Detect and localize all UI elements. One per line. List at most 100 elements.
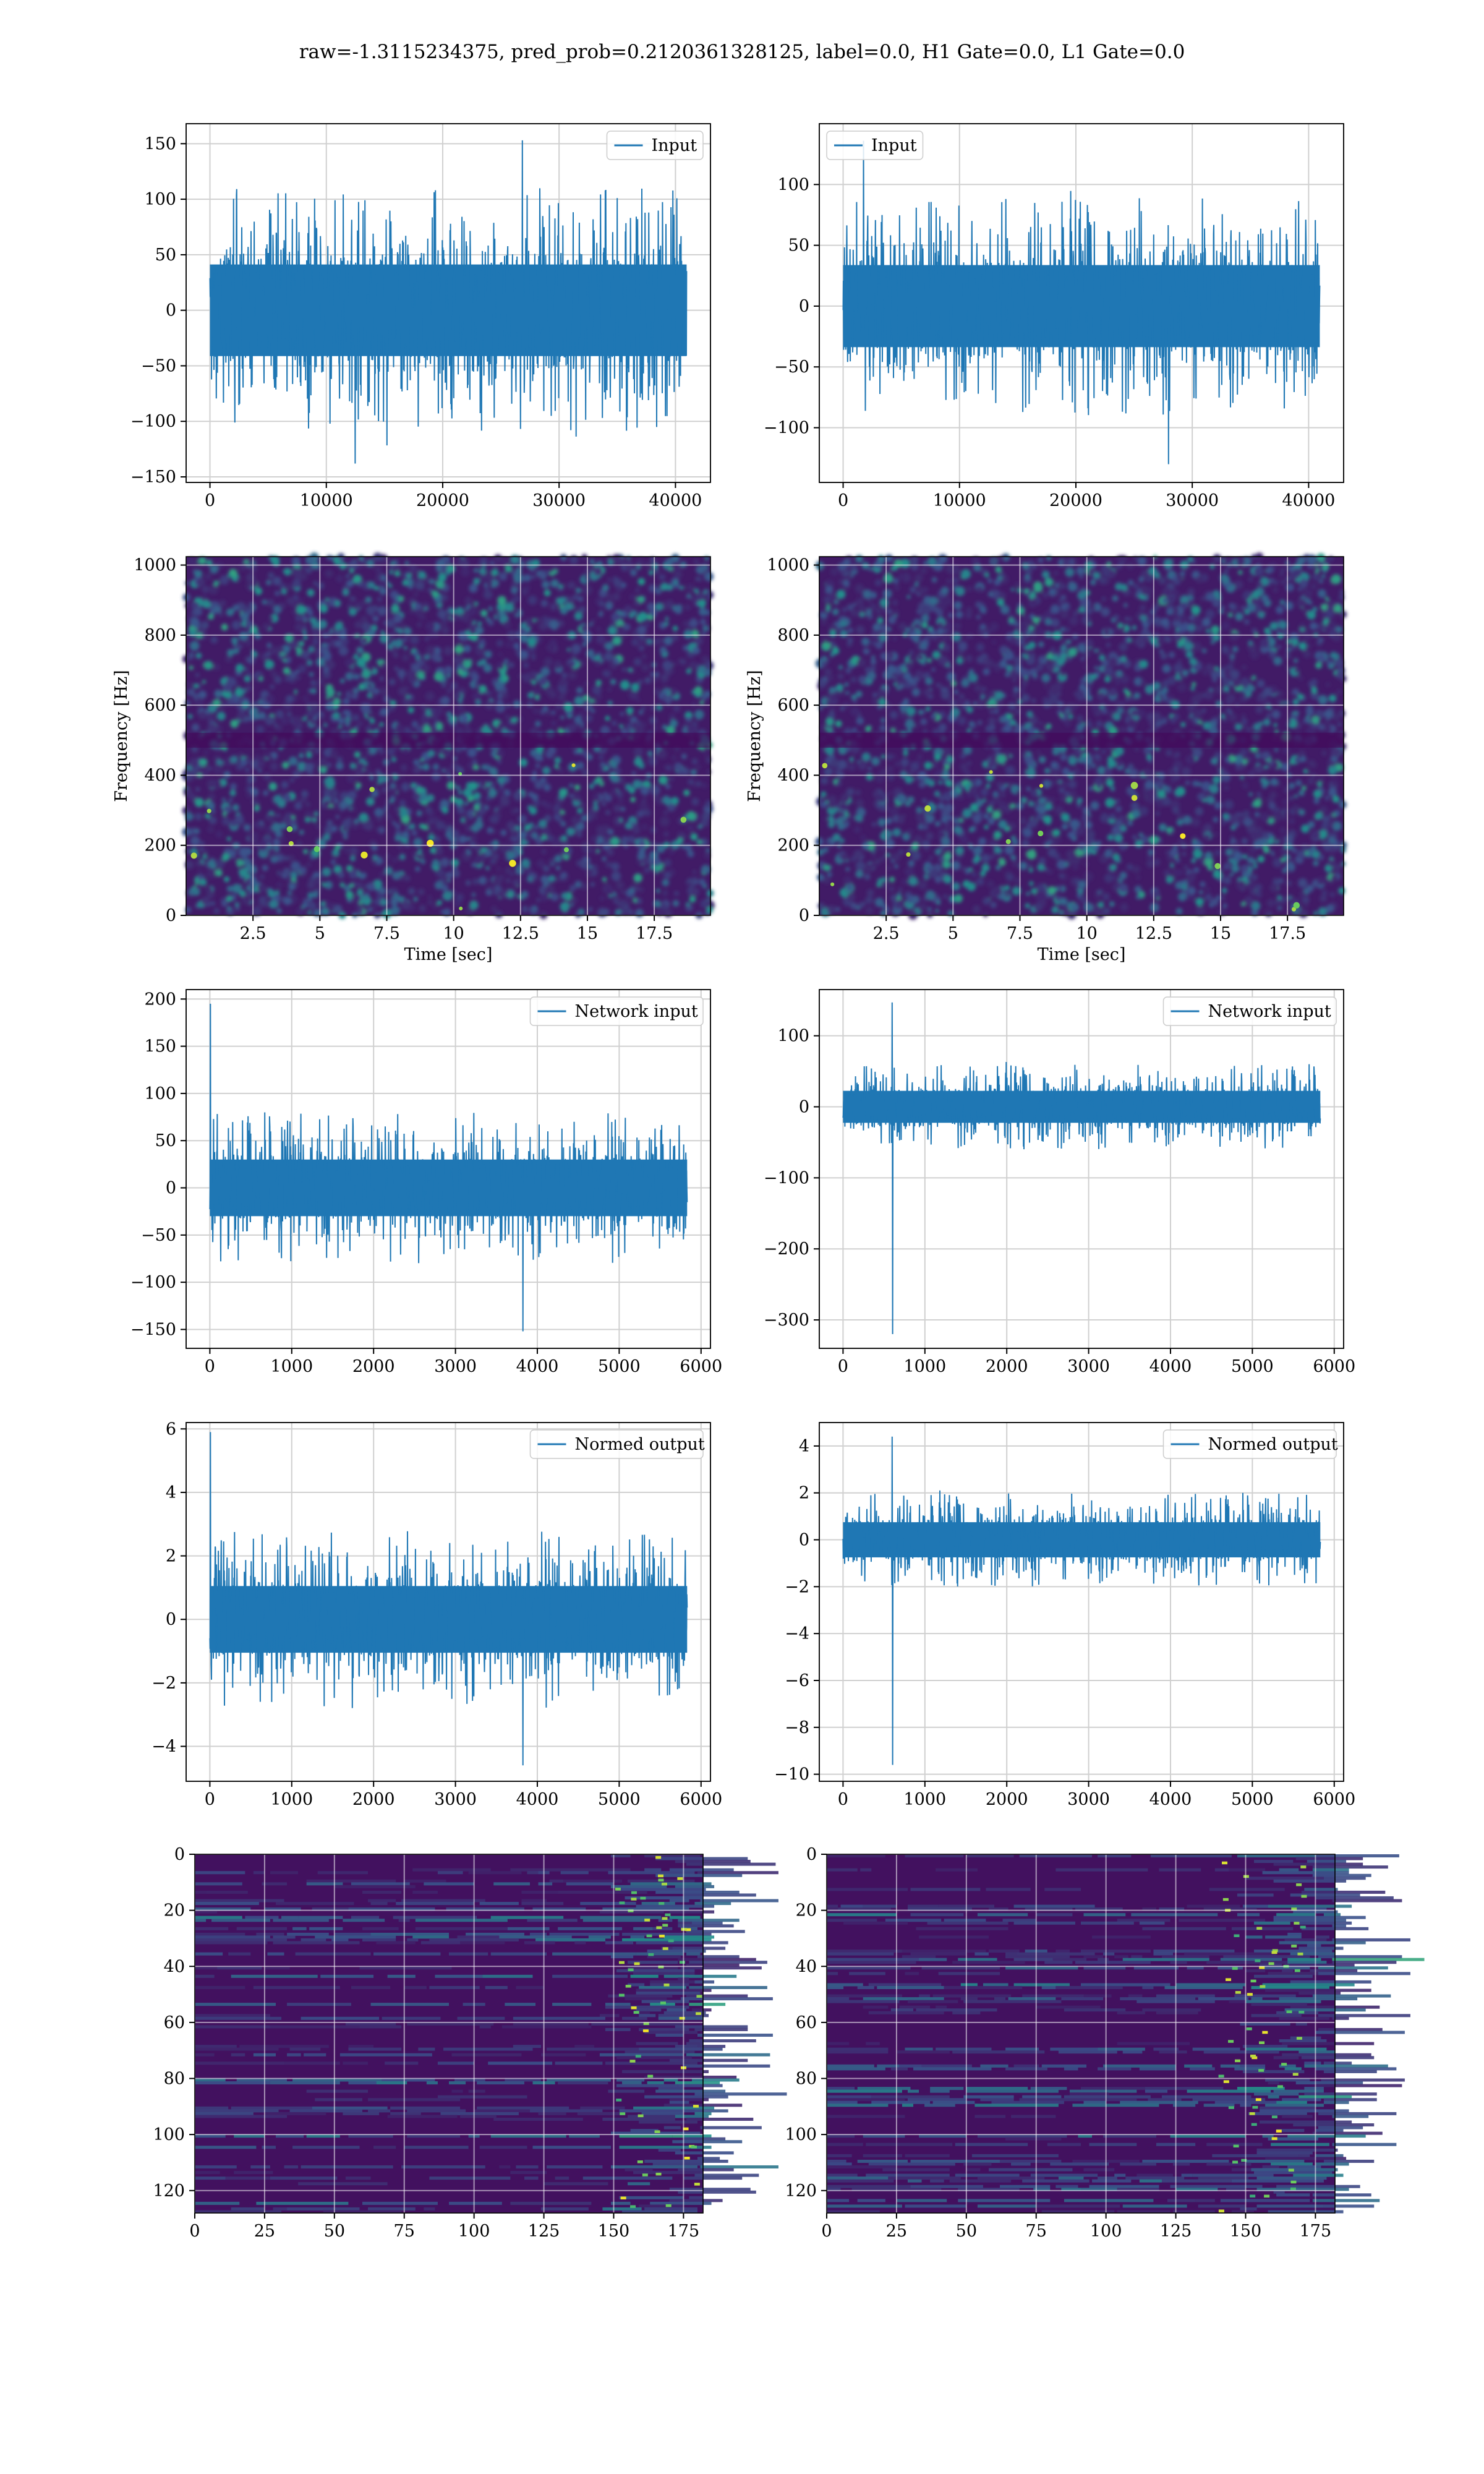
y-tick-label: −6 [785, 1671, 809, 1690]
legend-label: Input [871, 136, 917, 155]
y-tick-label: 50 [155, 1131, 176, 1150]
legend: Normed output [1162, 1429, 1338, 1459]
panel-row3-right: 0 1000 2000 3000 4000 5000 6000 −300 −200 −100 0 10… [764, 989, 1355, 1376]
figure-title: raw=-1.3115234375, pred_prob=0.212036132… [299, 41, 1185, 63]
legend-label: Normed output [1208, 1435, 1338, 1454]
y-tick-label: 100 [777, 1027, 809, 1046]
heatmap-image [195, 1854, 787, 2214]
x-tick-label: 40000 [649, 491, 702, 510]
y-tick-label: 600 [777, 696, 809, 715]
x-tick-label: 0 [838, 491, 848, 510]
y-tick-label: −50 [141, 356, 176, 375]
x-tick-label: 30000 [532, 491, 586, 510]
heatmap-image [182, 552, 715, 920]
y-tick-label: −2 [785, 1577, 809, 1596]
x-tick-label: 4000 [516, 1790, 559, 1809]
y-tick-label: 50 [155, 246, 176, 265]
x-tick-label: 2.5 [873, 924, 900, 943]
heatmap-background [195, 1854, 703, 2213]
x-tick-label: 2.5 [240, 924, 267, 943]
y-tick-label: −10 [774, 1765, 809, 1784]
y-tick-label: 0 [174, 1845, 185, 1864]
legend: Input [606, 131, 704, 160]
x-tick-label: 75 [1026, 2222, 1047, 2241]
x-tick-label: 0 [821, 2222, 832, 2241]
x-tick-label: 4000 [1149, 1790, 1192, 1809]
x-tick-label: 5000 [598, 1357, 641, 1376]
y-tick-label: 80 [796, 2070, 817, 2089]
y-tick-label: 120 [153, 2181, 185, 2201]
y-tick-label: 0 [806, 1845, 817, 1864]
y-tick-label: −50 [774, 357, 809, 377]
series-line [842, 140, 1321, 464]
x-tick-label: 0 [205, 1357, 215, 1376]
y-tick-label: 4 [166, 1483, 176, 1502]
legend-box [606, 131, 704, 160]
x-tick-label: 7.5 [1007, 924, 1033, 943]
y-tick-label: 6 [166, 1419, 176, 1439]
legend-box [529, 1429, 704, 1459]
axes-frame [186, 1422, 711, 1782]
x-tick-label: 3000 [434, 1357, 477, 1376]
x-tick-label: 2000 [352, 1790, 395, 1809]
y-tick-label: 0 [799, 297, 809, 316]
x-tick-label: 6000 [1313, 1790, 1355, 1809]
x-tick-label: 3000 [1067, 1357, 1110, 1376]
y-tick-label: 100 [144, 190, 176, 209]
y-tick-label: 200 [144, 990, 176, 1009]
legend: Normed output [529, 1429, 705, 1459]
legend-box [529, 996, 704, 1026]
y-tick-label: 2 [166, 1547, 176, 1566]
y-tick-label: 50 [788, 236, 809, 255]
y-tick-label: 20 [164, 1901, 185, 1920]
y-tick-label: 200 [777, 836, 809, 855]
y-tick-label: 100 [785, 2125, 817, 2144]
heatmap-image [827, 1854, 1425, 2214]
x-tick-label: 10000 [300, 491, 353, 510]
axes-frame [826, 1854, 1336, 2214]
x-tick-label: 1000 [270, 1357, 313, 1376]
y-tick-label: 100 [153, 2125, 185, 2144]
legend: Network input [1162, 996, 1337, 1026]
y-tick-label: −100 [130, 412, 176, 431]
x-tick-label: 2000 [352, 1357, 395, 1376]
y-tick-label: 800 [144, 626, 176, 645]
x-tick-label: 15 [577, 924, 598, 943]
x-tick-label: 15 [1210, 924, 1231, 943]
x-tick-label: 5000 [598, 1790, 641, 1809]
legend: Network input [529, 996, 704, 1026]
x-tick-label: 10 [443, 924, 464, 943]
x-axis-label: Time [sec] [1038, 945, 1126, 964]
y-tick-label: 40 [164, 1957, 185, 1976]
y-tick-label: −50 [141, 1226, 176, 1245]
panel-row2-right: 2.5 5 7.5 10 12.5 15 17.5 0 200 400 600 800 1000 Time… [745, 552, 1347, 964]
y-tick-label: 0 [799, 1531, 809, 1550]
y-tick-label: 0 [799, 906, 809, 925]
y-tick-label: −150 [130, 468, 176, 487]
axes-frame [186, 989, 711, 1349]
y-tick-label: 2 [799, 1484, 809, 1503]
x-tick-label: 12.5 [502, 924, 539, 943]
x-tick-label: 7.5 [373, 924, 400, 943]
y-tick-label: −4 [151, 1737, 176, 1757]
y-tick-label: 0 [166, 1179, 176, 1198]
y-tick-label: 0 [799, 1098, 809, 1117]
x-tick-label: 6000 [680, 1357, 722, 1376]
x-tick-label: 40000 [1282, 491, 1335, 510]
y-tick-label: 4 [799, 1437, 809, 1456]
x-tick-label: 100 [1090, 2222, 1122, 2241]
x-tick-label: 4000 [1149, 1357, 1192, 1376]
x-tick-label: 175 [1300, 2222, 1332, 2241]
x-tick-label: 50 [324, 2222, 345, 2241]
x-axis-label: Time [sec] [404, 945, 493, 964]
x-tick-label: 30000 [1166, 491, 1219, 510]
axes-frame [194, 1854, 704, 2214]
x-tick-label: 5000 [1231, 1790, 1274, 1809]
legend-label: Normed output [575, 1435, 705, 1454]
x-tick-label: 125 [1160, 2222, 1192, 2241]
y-tick-label: 60 [796, 2013, 817, 2032]
y-tick-label: 40 [796, 1957, 817, 1976]
y-tick-label: −2 [151, 1674, 176, 1693]
axes-frame [819, 1422, 1344, 1782]
legend-label: Network input [1208, 1002, 1331, 1021]
